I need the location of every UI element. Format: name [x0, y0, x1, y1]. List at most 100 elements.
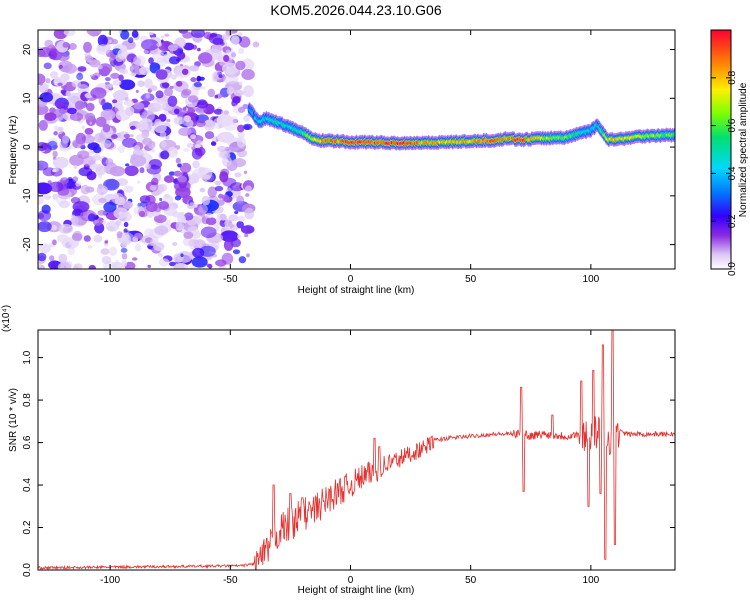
noise-blob — [175, 220, 185, 231]
noise-blob — [50, 71, 59, 79]
noise-blob — [190, 77, 197, 83]
noise-blob — [121, 260, 128, 267]
spectrogram-y-label: Frequency (Hz) — [8, 116, 19, 185]
noise-blob — [183, 42, 195, 51]
snr-scale-label: (x10⁴) — [1, 305, 12, 332]
noise-blob — [98, 97, 106, 105]
x-tick-label: 100 — [583, 274, 600, 285]
noise-blob — [53, 131, 58, 136]
noise-blob — [92, 154, 101, 161]
noise-blob — [230, 52, 236, 58]
noise-blob — [172, 242, 178, 246]
noise-blob — [236, 195, 245, 205]
noise-blob — [38, 263, 42, 268]
y-tick-label: 10 — [22, 92, 33, 104]
noise-blob — [62, 42, 70, 48]
noise-blob — [173, 108, 180, 115]
noise-blob — [97, 34, 108, 47]
noise-blob — [141, 234, 159, 246]
colorbar: 0.0 0.2 0.4 0.6 0.8 Normalized spectral ampl… — [710, 29, 749, 276]
noise-blob — [148, 57, 154, 64]
noise-blob — [217, 131, 235, 143]
noise-blob — [207, 88, 215, 98]
y-tick-label: 20 — [22, 44, 33, 56]
noise-blob — [214, 185, 224, 192]
noise-blob — [207, 264, 213, 268]
noise-blob — [228, 214, 239, 222]
noise-blob — [83, 41, 92, 53]
noise-blob — [236, 221, 244, 229]
noise-blob — [236, 136, 246, 148]
noise-blob — [132, 145, 141, 151]
noise-blob — [130, 125, 136, 130]
noise-blob — [109, 166, 126, 177]
noise-blob — [124, 261, 136, 269]
noise-blob — [119, 79, 136, 90]
noise-blob — [80, 184, 90, 195]
noise-blob — [181, 88, 192, 96]
noise-blob — [191, 148, 203, 160]
noise-blob — [245, 185, 252, 192]
noise-blob — [133, 55, 146, 66]
noise-blob — [102, 123, 111, 133]
colorbar-tick-label: 0.2 — [727, 214, 738, 228]
noise-blob — [128, 37, 134, 44]
noise-blob — [89, 59, 101, 68]
noise-blob — [98, 197, 107, 204]
colorbar-gradient — [711, 30, 731, 269]
noise-blob — [168, 56, 180, 65]
noise-blob — [235, 185, 240, 190]
noise-blob — [65, 91, 71, 97]
noise-blob — [196, 75, 202, 82]
noise-blob — [163, 175, 175, 183]
noise-blob — [38, 195, 44, 205]
noise-blob — [58, 254, 67, 260]
noise-blob — [244, 207, 255, 220]
noise-blob — [38, 142, 48, 151]
noise-blob — [55, 102, 65, 108]
noise-blob — [141, 149, 147, 155]
y-tick-label: 0.0 — [22, 563, 33, 577]
noise-blob — [78, 167, 93, 177]
noise-blob — [158, 252, 163, 258]
noise-blob — [58, 223, 74, 234]
noise-blob — [123, 228, 128, 233]
noise-blob — [238, 36, 251, 48]
noise-blob — [197, 47, 201, 52]
noise-blob — [173, 263, 185, 269]
noise-blob — [144, 78, 153, 89]
noise-blob — [38, 221, 52, 233]
noise-blob — [58, 200, 70, 209]
noise-blob — [171, 74, 177, 80]
noise-blob — [104, 240, 108, 244]
noise-blob — [111, 262, 124, 269]
noise-blob — [184, 212, 194, 221]
noise-blob — [156, 42, 162, 47]
noise-blob — [47, 140, 58, 151]
noise-blob — [173, 170, 182, 177]
noise-blob — [118, 30, 122, 34]
noise-blob — [245, 88, 252, 95]
noise-blob — [219, 171, 229, 183]
noise-blob — [174, 180, 191, 192]
noise-blob — [56, 53, 70, 61]
noise-blob — [243, 170, 248, 174]
y-tick-label: 0 — [22, 144, 33, 150]
noise-blob — [221, 194, 230, 202]
noise-blob — [38, 252, 47, 262]
y-tick-label: 1.0 — [22, 350, 33, 364]
noise-blob — [167, 146, 179, 158]
y-tick-label: -10 — [22, 188, 33, 203]
noise-blob — [233, 89, 244, 97]
noise-blob — [102, 102, 113, 112]
noise-blob — [117, 48, 128, 60]
noise-blob — [112, 99, 118, 104]
noise-blob — [187, 95, 199, 103]
noise-blob — [38, 119, 48, 131]
noise-blob — [238, 81, 243, 85]
noise-blob — [180, 253, 184, 257]
noise-blob — [169, 85, 174, 90]
noise-blob — [74, 100, 85, 110]
noise-blob — [69, 112, 84, 122]
